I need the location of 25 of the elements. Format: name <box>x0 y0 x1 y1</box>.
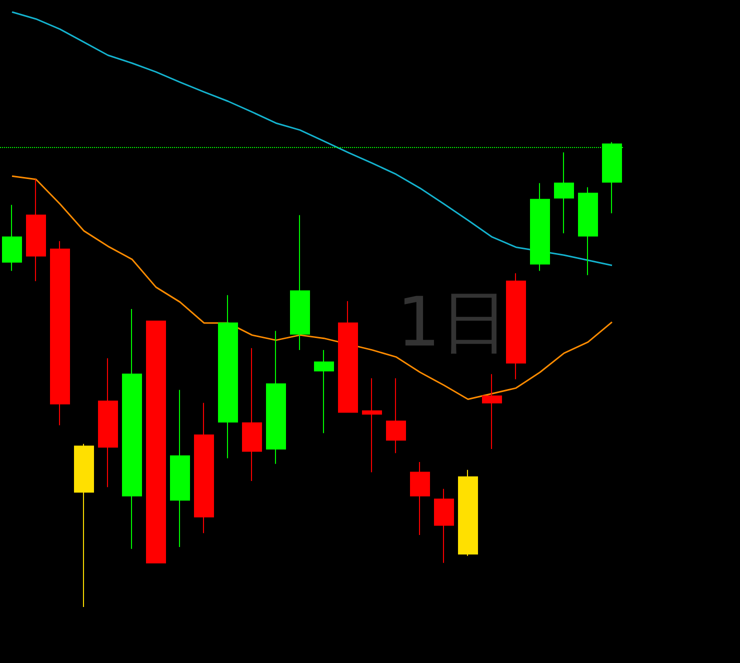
candlestick <box>266 330 286 464</box>
candlestick <box>314 349 334 434</box>
candlestick <box>338 300 358 413</box>
candlestick <box>482 374 502 450</box>
candlestick <box>290 214 310 350</box>
candlestick <box>50 240 70 426</box>
candlestick <box>2 204 22 272</box>
candlestick <box>458 469 478 556</box>
candlestick <box>98 358 118 488</box>
candlestick <box>146 320 166 564</box>
candlestick <box>218 294 238 459</box>
candlestick <box>530 182 550 272</box>
candlestick <box>554 152 574 234</box>
candlestick <box>506 272 526 380</box>
candlestick <box>194 402 214 534</box>
candlestick <box>410 461 430 536</box>
candlestick <box>26 178 46 282</box>
candlestick <box>434 488 454 564</box>
candlestick <box>122 308 142 550</box>
candlestick <box>74 443 94 608</box>
candlestick <box>242 348 262 482</box>
candlestick <box>578 186 598 276</box>
candlestick <box>362 378 382 473</box>
candlestick <box>170 389 190 548</box>
candlestick <box>386 378 406 454</box>
